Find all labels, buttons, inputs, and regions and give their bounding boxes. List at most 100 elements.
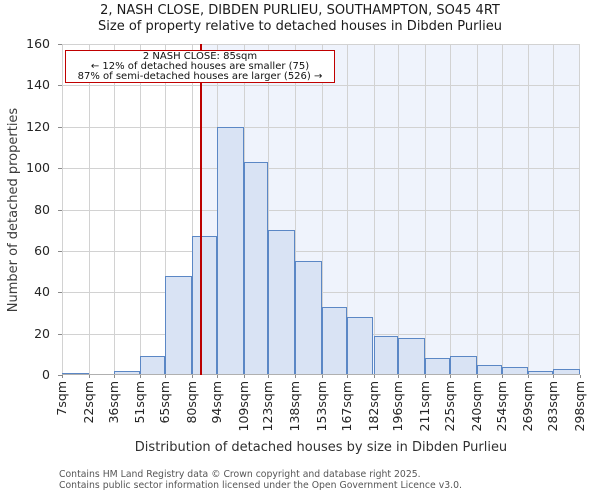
- x-tick-mark: [322, 375, 323, 378]
- y-tick-label: 160: [26, 36, 50, 51]
- bar-65-80sqm: [165, 275, 192, 375]
- gridline-vertical: [165, 44, 166, 375]
- bar-211-225sqm: [425, 358, 451, 375]
- y-tick-label: 40: [34, 284, 50, 300]
- x-tick-label: 36sqm: [105, 381, 121, 424]
- chart-title: 2, NASH CLOSE, DIBDEN PURLIEU, SOUTHAMPT…: [100, 3, 500, 18]
- x-tick-label: 240sqm: [468, 381, 484, 432]
- gridline-vertical: [322, 44, 323, 375]
- y-tick-mark: [58, 251, 62, 252]
- gridline-vertical: [347, 44, 348, 375]
- gridline-vertical: [528, 44, 529, 375]
- x-tick-label: 65sqm: [157, 381, 173, 424]
- x-tick-label: 51sqm: [132, 381, 148, 424]
- gridline-horizontal: [62, 44, 580, 45]
- x-tick-mark: [268, 375, 269, 378]
- y-tick-mark: [58, 127, 62, 128]
- gridline-vertical: [114, 44, 115, 375]
- y-tick-mark: [58, 168, 62, 169]
- x-tick-mark: [553, 375, 554, 378]
- annotation-line2: ← 12% of detached houses are smaller (75…: [90, 61, 310, 72]
- gridline-vertical: [295, 44, 296, 375]
- x-tick-label: 196sqm: [390, 381, 406, 432]
- bar-80-94sqm: [191, 236, 217, 375]
- bar-182-196sqm: [373, 335, 399, 375]
- x-tick-mark: [528, 375, 529, 378]
- gridline-vertical: [502, 44, 503, 375]
- x-tick-mark: [217, 375, 218, 378]
- x-tick-mark: [165, 375, 166, 378]
- gridline-vertical: [425, 44, 426, 375]
- y-tick-mark: [58, 334, 62, 335]
- y-tick-mark: [58, 210, 62, 211]
- gridline-horizontal: [62, 210, 580, 211]
- x-tick-label: 80sqm: [183, 381, 199, 424]
- gridline-horizontal: [62, 127, 580, 128]
- footer-line1: Contains HM Land Registry data © Crown c…: [59, 469, 421, 480]
- x-tick-label: 7sqm: [54, 381, 69, 416]
- y-tick-label: 0: [42, 367, 50, 382]
- x-tick-label: 182sqm: [365, 381, 381, 432]
- x-tick-mark: [450, 375, 451, 378]
- gridline-horizontal: [62, 251, 580, 252]
- x-tick-label: 109sqm: [235, 381, 251, 432]
- gridline-vertical: [450, 44, 451, 375]
- annotation-box: 2 NASH CLOSE: 85sqm ← 12% of detached ho…: [65, 50, 335, 83]
- gridline-vertical: [579, 44, 580, 375]
- bar-225-240sqm: [450, 356, 477, 375]
- footer-line2: Contains public sector information licen…: [59, 480, 462, 491]
- x-axis-title: Distribution of detached houses by size …: [134, 440, 508, 455]
- gridline-vertical: [477, 44, 478, 375]
- x-tick-mark: [580, 375, 581, 378]
- gridline-horizontal: [62, 85, 580, 86]
- bar-51-65sqm: [140, 356, 166, 375]
- bar-167-182sqm: [346, 317, 374, 375]
- gridline-vertical: [192, 44, 193, 375]
- gridline-vertical: [398, 44, 399, 375]
- x-tick-mark: [62, 375, 63, 378]
- property-size-marker-line: [200, 44, 202, 375]
- gridline-horizontal: [62, 168, 580, 169]
- bar-196-211sqm: [398, 337, 426, 375]
- x-tick-mark: [502, 375, 503, 378]
- x-axis-line: [62, 374, 580, 375]
- x-tick-label: 298sqm: [572, 381, 587, 432]
- x-tick-label: 22sqm: [80, 381, 96, 424]
- annotation-line3: 87% of semi-detached houses are larger (…: [77, 71, 323, 82]
- gridline-vertical: [89, 44, 90, 375]
- x-tick-label: 167sqm: [338, 381, 354, 432]
- x-tick-mark: [89, 375, 90, 378]
- y-tick-mark: [58, 375, 62, 376]
- bar-123-138sqm: [268, 230, 296, 375]
- x-tick-mark: [295, 375, 296, 378]
- x-tick-label: 94sqm: [208, 381, 224, 424]
- x-tick-mark: [244, 375, 245, 378]
- gridline-vertical: [268, 44, 269, 375]
- y-tick-label: 20: [34, 325, 50, 341]
- y-tick-label: 140: [26, 77, 50, 93]
- bar-153-167sqm: [321, 306, 347, 375]
- plot-area: [62, 44, 580, 375]
- chart-subtitle: Size of property relative to detached ho…: [98, 19, 502, 34]
- gridline-vertical: [140, 44, 141, 375]
- y-tick-mark: [58, 44, 62, 45]
- y-tick-mark: [58, 292, 62, 293]
- x-tick-label: 138sqm: [287, 381, 303, 432]
- y-tick-label: 100: [26, 160, 50, 176]
- gridline-vertical: [62, 44, 63, 375]
- x-tick-mark: [398, 375, 399, 378]
- y-tick-label: 60: [34, 242, 50, 258]
- bar-109-123sqm: [243, 161, 269, 375]
- x-tick-label: 153sqm: [313, 381, 329, 432]
- x-tick-label: 254sqm: [493, 381, 509, 432]
- y-tick-mark: [58, 85, 62, 86]
- x-tick-mark: [140, 375, 141, 378]
- x-tick-mark: [477, 375, 478, 378]
- y-tick-label: 120: [26, 118, 50, 134]
- y-tick-label: 80: [34, 201, 50, 217]
- annotation-line1: 2 NASH CLOSE: 85sqm: [142, 51, 258, 62]
- x-tick-label: 269sqm: [520, 381, 536, 432]
- x-tick-mark: [374, 375, 375, 378]
- x-tick-mark: [425, 375, 426, 378]
